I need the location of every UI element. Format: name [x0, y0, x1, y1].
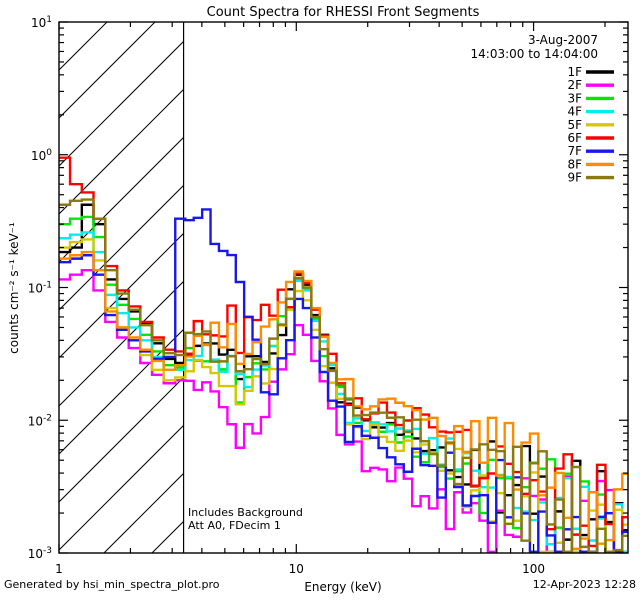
legend-label-9F: 9F: [567, 171, 582, 185]
legend-label-3F: 3F: [567, 91, 582, 105]
x-tick-label: 1: [55, 562, 63, 576]
excluded-energy-region: [59, 22, 185, 553]
y-axis-label: counts cm⁻² s⁻¹ keV⁻¹: [7, 222, 21, 354]
page-title: Count Spectra for RHESSI Front Segments: [207, 5, 480, 20]
y-tick-label: 10-1: [28, 281, 52, 296]
spectrum-curve-7F: [59, 208, 628, 553]
spectra-curves: [59, 156, 628, 553]
legend-label-1F: 1F: [567, 65, 582, 79]
observation-date: 3-Aug-2007: [528, 33, 598, 47]
spectrum-curve-8F: [59, 250, 628, 551]
observation-time-range: 14:03:00 to 14:04:00: [471, 47, 598, 61]
x-tick-label: 100: [522, 562, 545, 576]
legend-label-7F: 7F: [567, 144, 582, 158]
legend-label-8F: 8F: [567, 157, 582, 171]
y-tick-label: 100: [31, 148, 52, 163]
legend-label-5F: 5F: [567, 118, 582, 132]
annotation-attenuator: Att A0, FDecim 1: [188, 519, 281, 532]
legend-label-2F: 2F: [567, 78, 582, 92]
footer-generator: Generated by hsi_min_spectra_plot.pro: [4, 578, 220, 591]
y-tick-label: 101: [31, 15, 52, 30]
y-tick-label: 10-2: [28, 413, 52, 428]
spectrum-curve-9F: [59, 198, 628, 553]
footer-timestamp: 12-Apr-2023 12:28: [533, 578, 636, 591]
annotation-background: Includes Background: [188, 506, 303, 519]
x-axis-label: Energy (keV): [304, 580, 381, 594]
legend-label-4F: 4F: [567, 105, 582, 119]
axes: 1 10 100 10-3 10-2 10-1 100 101: [28, 15, 629, 576]
x-tick-label: 10: [289, 562, 304, 576]
spectrum-curve-2F: [59, 269, 628, 553]
y-tick-label: 10-3: [28, 546, 52, 561]
legend-label-6F: 6F: [567, 131, 582, 145]
